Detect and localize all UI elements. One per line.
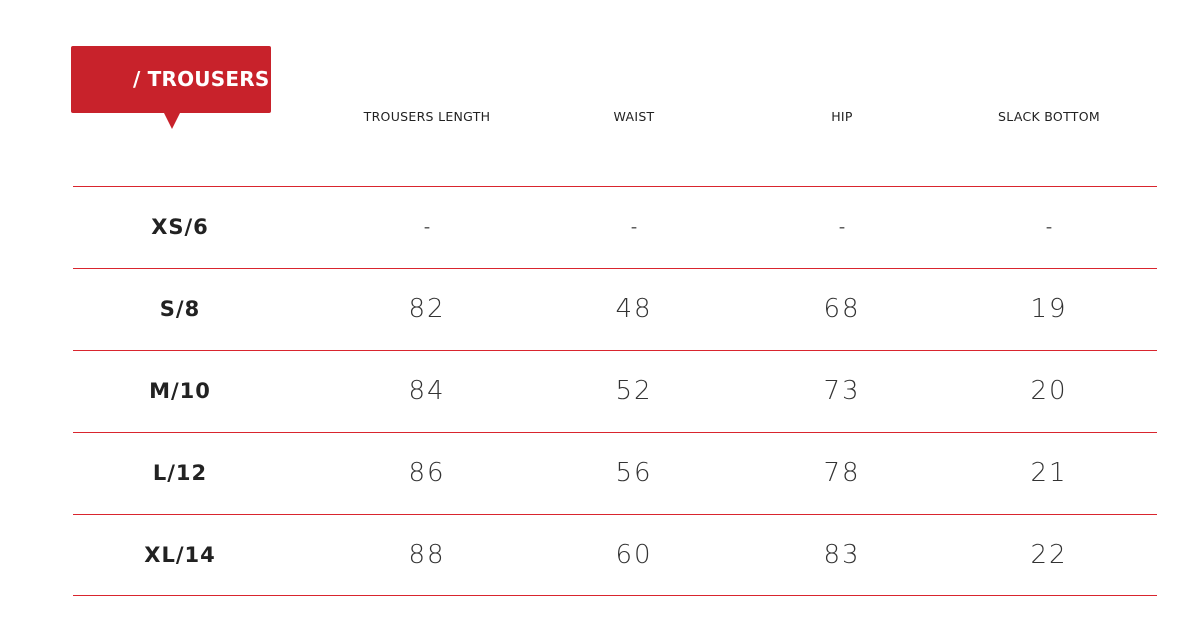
row-divider: [73, 186, 1157, 187]
section-badge: / TROUSERS: [71, 46, 271, 129]
measurement-cell: -: [1045, 216, 1053, 238]
row-divider: [73, 514, 1157, 515]
row-divider: [73, 268, 1157, 269]
measurement-cell: 56: [615, 458, 653, 488]
measurement-cell: -: [630, 216, 638, 238]
measurement-cell: 86: [408, 458, 446, 488]
size-label: XL/14: [144, 542, 216, 567]
column-header: TROUSERS LENGTH: [363, 109, 491, 124]
measurement-cell: 20: [1030, 376, 1068, 406]
column-header: WAIST: [613, 109, 655, 124]
measurement-cell: 78: [823, 458, 861, 488]
measurement-cell: 73: [823, 376, 861, 406]
measurement-cell: 88: [408, 539, 446, 570]
badge-pointer: [164, 113, 180, 129]
section-title: / TROUSERS: [133, 67, 270, 91]
measurement-cell: 68: [823, 294, 861, 324]
row-divider: [73, 595, 1157, 596]
row-divider: [73, 432, 1157, 433]
measurement-cell: 52: [615, 376, 653, 406]
size-label: M/10: [149, 379, 211, 403]
measurement-cell: 60: [615, 539, 653, 570]
size-label: S/8: [159, 297, 201, 321]
column-header: HIP: [831, 109, 853, 124]
row-divider: [73, 350, 1157, 351]
measurement-cell: 82: [408, 294, 446, 324]
measurement-cell: 83: [823, 539, 861, 570]
measurement-cell: 19: [1030, 294, 1068, 324]
measurement-cell: 22: [1030, 539, 1068, 570]
measurement-cell: 48: [615, 294, 653, 324]
measurement-cell: -: [838, 216, 846, 238]
size-label: L/12: [152, 461, 208, 485]
column-header: SLACK BOTTOM: [998, 109, 1100, 124]
measurement-cell: 84: [408, 376, 446, 406]
measurement-cell: 21: [1030, 458, 1068, 488]
measurement-cell: -: [423, 216, 431, 238]
size-label: XS/6: [151, 215, 209, 239]
